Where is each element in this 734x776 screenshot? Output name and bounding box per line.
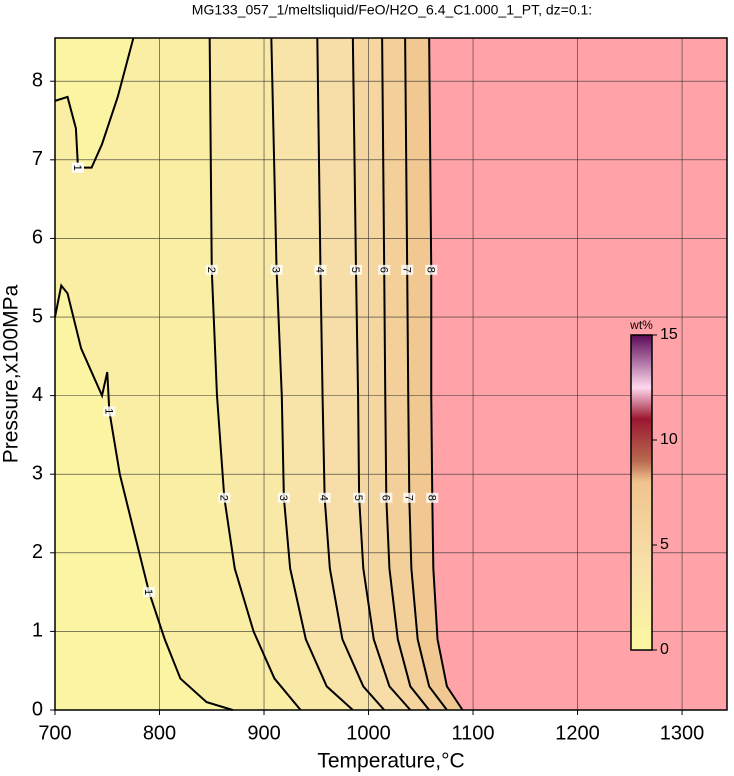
chart-title: MG133_057_1/meltsliquid/FeO/H2O_6.4_C1.0… [192, 2, 592, 18]
x-tick-label: 1200 [555, 722, 600, 744]
contour-label: 2 [205, 267, 217, 273]
y-tick-label: 1 [32, 620, 43, 642]
contour-label-bg [378, 264, 391, 275]
contour-label-group: 2 [205, 264, 218, 275]
contour-line [428, 37, 464, 711]
contour-label-group: 2 [217, 492, 231, 503]
contour-label: 6 [379, 495, 391, 501]
x-axis-label: Temperature,°C [317, 750, 464, 773]
y-tick-label: 5 [32, 305, 43, 327]
contour-label: 8 [424, 267, 436, 273]
contour-label: 1 [71, 165, 83, 171]
contour-label-bg [103, 406, 116, 417]
y-tick-label: 8 [32, 70, 43, 92]
contour-label-group: 7 [400, 264, 414, 275]
contour-label-group: 1 [71, 162, 84, 173]
contour-label-bg [426, 492, 439, 503]
contour-label-group: 8 [424, 264, 438, 275]
contour-label-group: 1 [142, 587, 156, 598]
contour-label-group: 4 [314, 264, 327, 275]
contour-fill [209, 38, 353, 710]
contour-label-bg [270, 264, 283, 275]
contour-label-group: 6 [379, 492, 393, 503]
contour-line [270, 37, 354, 711]
contour-label-bg [205, 264, 218, 275]
x-tick-label: 1100 [452, 722, 495, 744]
contour-fill [405, 38, 463, 710]
contour-label: 3 [270, 267, 282, 273]
contour-label-group: 5 [352, 492, 366, 503]
contour-label-bg [403, 492, 416, 503]
x-tick-label: 800 [143, 722, 176, 744]
colorbar-tick-label: 10 [660, 431, 678, 448]
contour-label-bg [277, 492, 290, 503]
contour-label-bg [425, 264, 438, 275]
contour-fill [352, 38, 430, 710]
contour-label-group: 3 [270, 264, 283, 275]
contour-label-group: 3 [277, 492, 290, 503]
contour-label-group: 5 [349, 264, 362, 275]
colorbar [630, 334, 653, 651]
contour-label: 5 [352, 495, 364, 501]
contour-line [316, 37, 385, 711]
contour-line [381, 37, 430, 711]
contour-label: 3 [277, 495, 289, 501]
contour-line [208, 37, 302, 711]
x-tick-label: 900 [247, 722, 280, 744]
contour-fill [55, 38, 134, 168]
contour-label: 4 [318, 495, 330, 501]
y-tick-label: 2 [32, 541, 43, 563]
y-tick-label: 0 [32, 698, 43, 720]
contour-label: 2 [217, 495, 229, 501]
contour-label-group: 8 [425, 492, 439, 503]
y-tick-label: 7 [32, 148, 43, 170]
y-axis-label: Pressure,x100MPa [0, 284, 23, 463]
contour-label-group: 4 [318, 492, 331, 503]
contour-label: 1 [102, 408, 114, 414]
contour-label-bg [318, 492, 331, 503]
colorbar-tick-label: 15 [660, 326, 678, 343]
contour-label-bg [218, 492, 231, 503]
contour-line [351, 37, 412, 711]
contour-label: 8 [425, 495, 437, 501]
contour-line [404, 37, 448, 711]
x-tick-label: 700 [38, 722, 71, 744]
y-tick-label: 4 [32, 384, 43, 406]
contour-label: 1 [142, 589, 154, 595]
contour-label: 5 [349, 267, 361, 273]
contour-label-bg [71, 162, 84, 173]
contour-label-bg [143, 587, 156, 598]
contour-label-group: 1 [102, 406, 116, 417]
contour-label-bg [401, 264, 414, 275]
contour-line [54, 37, 135, 169]
contour-label: 7 [400, 267, 412, 273]
contour-label-bg [349, 264, 362, 275]
contour-label-group: 6 [377, 264, 391, 275]
colorbar-tick-label: 5 [660, 536, 669, 553]
contour-label: 4 [314, 267, 326, 273]
contour-label-group: 7 [402, 492, 416, 503]
contour-fill [271, 38, 385, 710]
contour-label-bg [380, 492, 393, 503]
contour-line [54, 283, 233, 711]
contour-label-bg [314, 264, 327, 275]
contour-label-bg [353, 492, 366, 503]
plot-frame [54, 37, 728, 711]
colorbar-label: wt% [629, 318, 653, 332]
contour-label: 6 [377, 267, 389, 273]
x-tick-label: 1300 [660, 722, 705, 744]
y-tick-label: 3 [32, 462, 43, 484]
y-tick-label: 6 [32, 227, 43, 249]
contour-fill [382, 38, 447, 710]
x-tick-label: 1000 [346, 722, 391, 744]
contour-fill [317, 38, 411, 710]
contour-label: 7 [402, 495, 414, 501]
colorbar-tick-label: 0 [660, 641, 669, 658]
